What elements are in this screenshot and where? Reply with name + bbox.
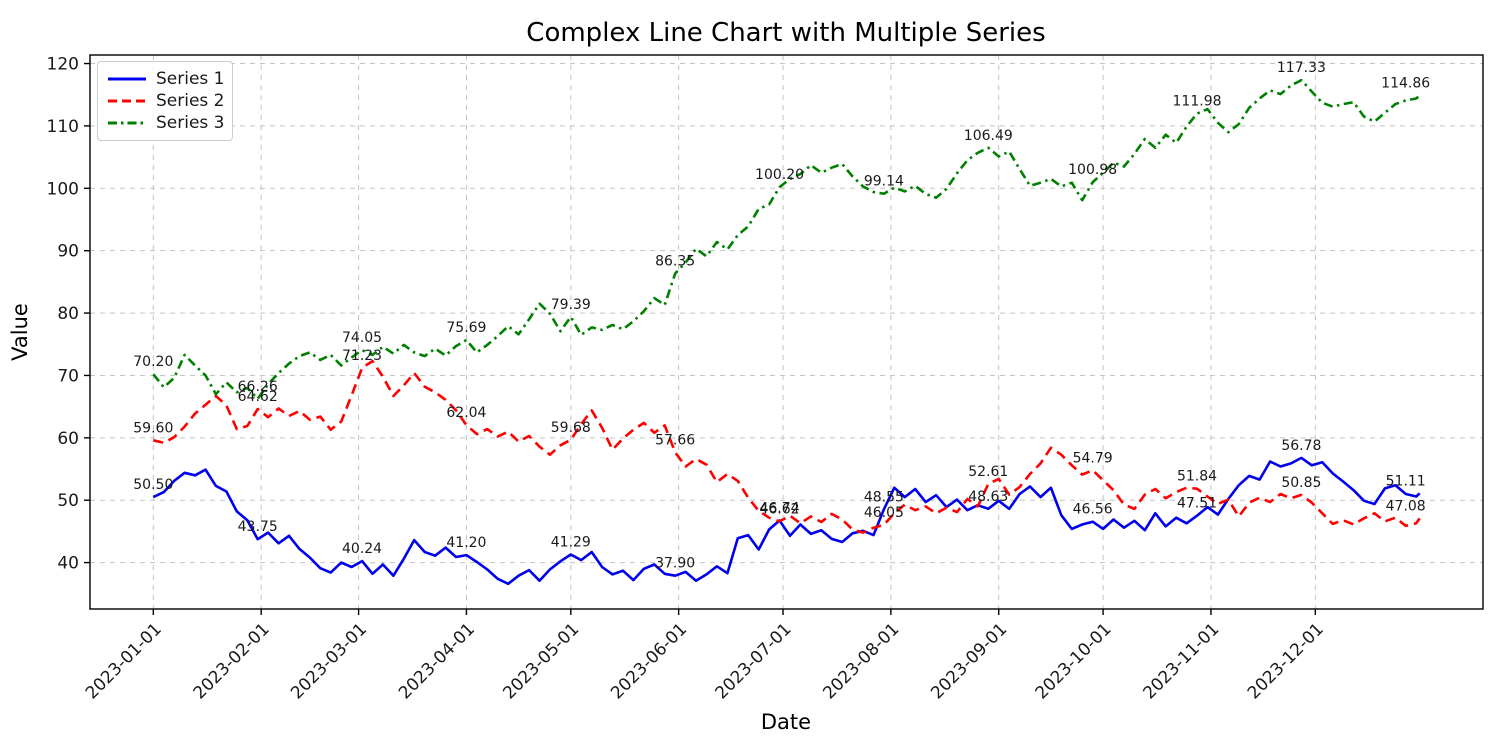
annotation-label: 74.05 xyxy=(342,330,382,346)
series-line-3 xyxy=(152,78,1421,401)
y-axis-label: Value xyxy=(8,303,32,361)
x-tick-label: 2023-02-01 xyxy=(190,619,274,703)
series-3-line-sample-icon xyxy=(108,121,146,125)
annotation-label: 47.08 xyxy=(1386,498,1426,514)
annotation-label: 117.33 xyxy=(1277,60,1326,76)
legend-item-series-1: Series 1 xyxy=(107,68,225,90)
x-tick-label: 2023-05-01 xyxy=(499,619,583,703)
legend: Series 1 Series 2 Series 3 xyxy=(97,61,233,141)
annotation-label: 111.98 xyxy=(1173,94,1222,110)
annotation-label: 106.49 xyxy=(964,128,1013,144)
annotation-label: 47.51 xyxy=(1177,496,1217,512)
annotation-label: 70.20 xyxy=(133,354,173,370)
x-tick-label: 2023-07-01 xyxy=(712,619,796,703)
legend-item-series-3: Series 3 xyxy=(107,112,225,134)
annotation-label: 41.29 xyxy=(551,535,591,551)
annotation-label: 48.55 xyxy=(864,489,904,505)
annotation-label: 50.50 xyxy=(133,477,173,493)
x-tick-label: 2023-12-01 xyxy=(1244,619,1328,703)
legend-item-series-2: Series 2 xyxy=(107,90,225,112)
x-tick-label: 2023-09-01 xyxy=(927,619,1011,703)
annotation-label: 41.20 xyxy=(446,535,486,551)
legend-label-series-3: Series 3 xyxy=(156,113,225,133)
series-1-line-sample-icon xyxy=(108,77,146,81)
annotation-label: 79.39 xyxy=(551,297,591,313)
y-tick-label: 80 xyxy=(57,304,79,324)
annotation-label: 52.61 xyxy=(968,464,1008,480)
x-axis-label: Date xyxy=(761,710,811,734)
annotation-label: 50.85 xyxy=(1281,475,1321,491)
annotation-label: 59.60 xyxy=(133,420,173,436)
annotation-label: 99.14 xyxy=(864,174,904,190)
annotation-label: 71.23 xyxy=(342,348,382,364)
annotation-label: 59.68 xyxy=(551,420,591,436)
annotation-label: 62.04 xyxy=(446,405,486,421)
annotation-label: 75.69 xyxy=(446,320,486,336)
plot-frame xyxy=(89,54,1484,610)
legend-label-series-1: Series 1 xyxy=(156,69,225,89)
annotation-label: 40.24 xyxy=(342,541,382,557)
x-tick-label: 2023-10-01 xyxy=(1032,619,1116,703)
annotation-label: 64.62 xyxy=(238,389,278,405)
annotation-label: 46.05 xyxy=(864,505,904,521)
y-tick-label: 70 xyxy=(57,366,79,386)
y-tick-label: 50 xyxy=(57,491,79,511)
x-tick-label: 2023-06-01 xyxy=(607,619,691,703)
x-tick-label: 2023-04-01 xyxy=(395,619,479,703)
annotation-label: 86.35 xyxy=(655,253,695,269)
series-2-line-sample-icon xyxy=(108,99,146,103)
y-tick-label: 40 xyxy=(57,554,79,574)
annotation-label: 46.62 xyxy=(759,501,799,517)
annotation-label: 114.86 xyxy=(1381,76,1430,92)
y-tick-label: 100 xyxy=(47,179,79,199)
annotation-label: 100.20 xyxy=(755,167,804,183)
annotation-label: 57.66 xyxy=(655,432,695,448)
annotation-label: 37.90 xyxy=(655,556,695,572)
annotation-label: 46.74 xyxy=(759,501,799,517)
y-tick-label: 120 xyxy=(47,55,79,75)
x-tick-label: 2023-11-01 xyxy=(1139,619,1223,703)
legend-label-series-2: Series 2 xyxy=(156,91,225,111)
annotation-label: 46.56 xyxy=(1073,502,1113,518)
x-tick-label: 2023-01-01 xyxy=(82,619,166,703)
x-tick-label: 2023-08-01 xyxy=(819,619,903,703)
annotation-label: 54.79 xyxy=(1073,450,1113,466)
annotation-label: 51.11 xyxy=(1386,473,1426,489)
annotation-label: 66.26 xyxy=(238,379,278,395)
y-tick-label: 110 xyxy=(47,117,79,137)
annotation-label: 100.98 xyxy=(1068,162,1117,178)
annotation-label: 48.63 xyxy=(968,489,1008,505)
chart-title: Complex Line Chart with Multiple Series xyxy=(526,18,1045,48)
y-tick-label: 90 xyxy=(57,242,79,262)
annotation-label: 43.75 xyxy=(238,519,278,535)
series-line-1 xyxy=(152,456,1421,586)
annotation-label: 51.84 xyxy=(1177,469,1217,485)
x-tick-label: 2023-03-01 xyxy=(287,619,371,703)
y-tick-label: 60 xyxy=(57,429,79,449)
annotation-label: 56.78 xyxy=(1281,438,1321,454)
